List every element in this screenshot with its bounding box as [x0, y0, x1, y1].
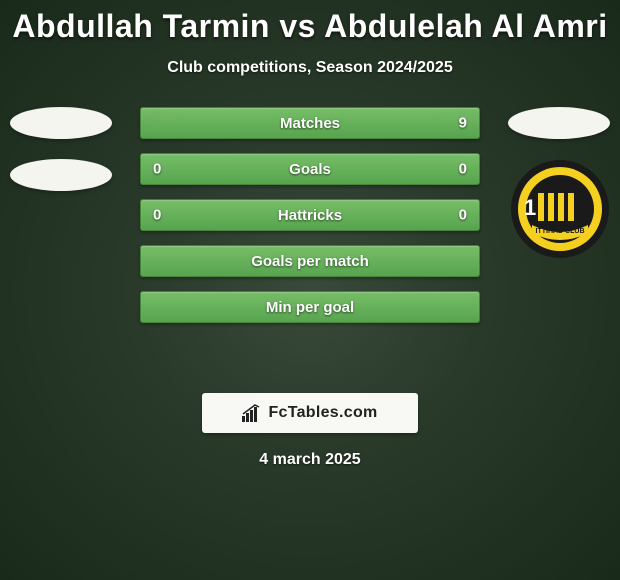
page-title: Abdullah Tarmin vs Abdulelah Al Amri: [0, 0, 620, 45]
stat-row-min-per-goal: Min per goal: [140, 291, 480, 323]
left-column: [0, 107, 130, 211]
subtitle: Club competitions, Season 2024/2025: [0, 59, 620, 77]
right-badge-placeholder: [508, 107, 610, 139]
right-club-crest: ITTIHAD CLUB 1: [510, 159, 610, 259]
stat-label: Goals per match: [251, 253, 369, 270]
stat-left-value: 0: [153, 161, 161, 178]
svg-text:ITTIHAD CLUB: ITTIHAD CLUB: [536, 228, 585, 235]
stat-right-value: 0: [459, 207, 467, 224]
date-label: 4 march 2025: [0, 451, 620, 469]
watermark-text: FcTables.com: [268, 404, 377, 422]
stat-label: Goals: [289, 161, 331, 178]
stat-row-hattricks: 0 Hattricks 0: [140, 199, 480, 231]
stat-rows: Matches 9 0 Goals 0 0 Hattricks 0 Goals …: [140, 107, 480, 337]
stat-label: Min per goal: [266, 299, 354, 316]
left-badge-placeholder-1: [10, 107, 112, 139]
stats-area: ITTIHAD CLUB 1 Matches 9 0 Goals 0 0 Hat…: [0, 107, 620, 387]
right-column: ITTIHAD CLUB 1: [490, 107, 620, 259]
stat-right-value: 9: [459, 115, 467, 132]
chart-icon: [242, 404, 262, 422]
stat-row-goals-per-match: Goals per match: [140, 245, 480, 277]
stat-label: Matches: [280, 115, 340, 132]
watermark[interactable]: FcTables.com: [202, 393, 418, 433]
stat-left-value: 0: [153, 207, 161, 224]
stat-row-goals: 0 Goals 0: [140, 153, 480, 185]
stat-row-matches: Matches 9: [140, 107, 480, 139]
svg-text:1: 1: [524, 195, 536, 220]
stat-label: Hattricks: [278, 207, 342, 224]
stat-right-value: 0: [459, 161, 467, 178]
left-badge-placeholder-2: [10, 159, 112, 191]
